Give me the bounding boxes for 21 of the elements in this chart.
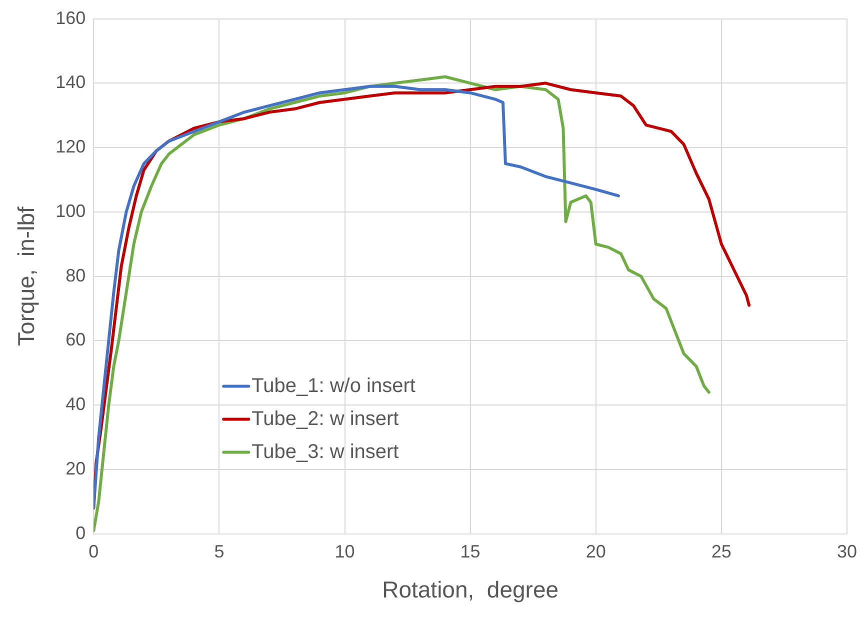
x-tick-label: 30	[836, 542, 858, 562]
x-tick-label: 20	[586, 542, 606, 562]
y-tick-label: 20	[66, 458, 86, 478]
x-tick-label: 25	[711, 542, 732, 562]
y-tick-label: 120	[56, 136, 86, 157]
y-tick-label: 160	[56, 8, 86, 28]
x-tick-label: 0	[88, 542, 99, 562]
legend-label: Tube_2: w insert	[252, 408, 400, 430]
x-axis-title: Rotation, degree	[382, 576, 559, 603]
x-tick-label: 5	[214, 542, 224, 562]
y-tick-label: 140	[56, 72, 86, 92]
x-tick-label: 10	[334, 542, 355, 562]
y-tick-label: 80	[66, 265, 86, 286]
legend-label: Tube_3: w insert	[252, 440, 400, 463]
x-tick-label: 15	[460, 542, 480, 562]
legend-label: Tube_1: w/o insert	[252, 374, 416, 397]
y-tick-label: 0	[76, 522, 86, 543]
y-tick-label: 60	[66, 330, 86, 350]
y-tick-label: 40	[66, 394, 86, 414]
y-axis-title: Torque, in-lbf	[13, 206, 40, 346]
y-tick-label: 100	[56, 200, 86, 221]
